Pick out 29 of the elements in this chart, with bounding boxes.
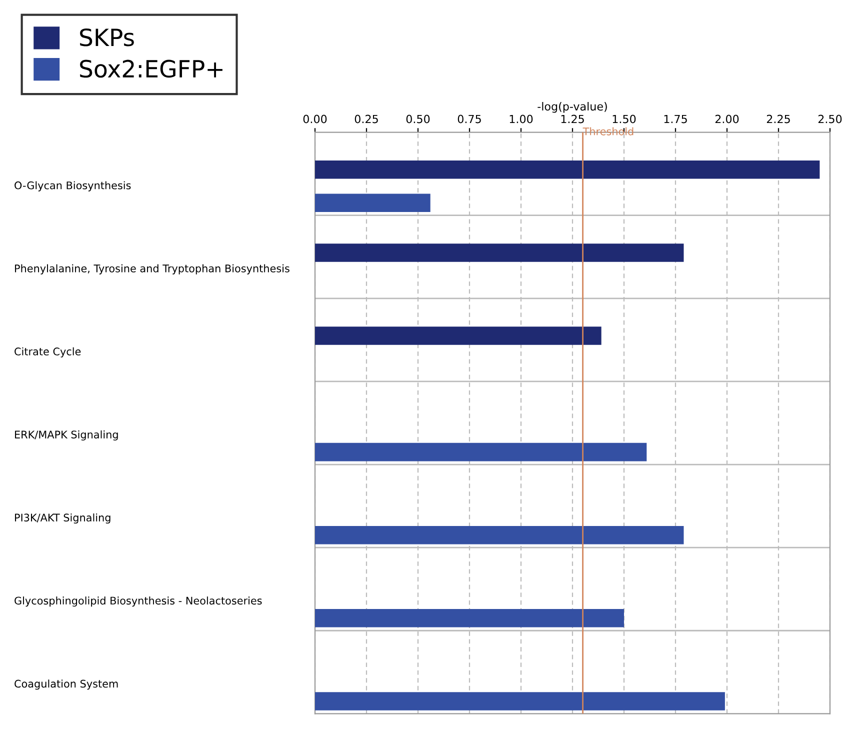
x-tick-label: 2.00 — [715, 114, 739, 124]
y-tick-label: Citrate Cycle — [14, 347, 81, 358]
legend-label: Sox2:EGFP+ — [80, 60, 222, 78]
bar — [315, 526, 684, 544]
bar — [315, 194, 430, 212]
legend-label: SKPs — [80, 28, 134, 46]
y-tick-label: PI3K/AKT Signaling — [15, 513, 110, 524]
x-tick-label: 0.00 — [303, 114, 327, 124]
x-tick-label: 0.75 — [458, 114, 481, 124]
bar — [315, 692, 725, 710]
x-tick-label: 1.00 — [510, 114, 533, 124]
bar — [315, 442, 647, 462]
x-tick-label: 1.75 — [664, 114, 687, 124]
y-tick-label: O-Glycan Biosynthesis — [14, 181, 131, 192]
bar — [315, 244, 684, 262]
y-tick-label: Glycosphingolipid Biosynthesis - Neolactoseries — [14, 596, 262, 607]
bar — [315, 160, 820, 179]
x-tick-label: 2.50 — [818, 114, 842, 124]
y-tick-label: Phenylalanine, Tyrosine and Tryptophan Biosynthesis — [15, 264, 290, 274]
y-tick-label: ERK/MAPK Signaling — [15, 430, 118, 440]
x-tick-label: 1.25 — [561, 114, 584, 124]
y-tick-label: Coagulation System — [14, 680, 118, 690]
x-tick-label: 0.25 — [354, 114, 378, 124]
x-tick-label: 2.25 — [766, 114, 790, 124]
x-axis-title: -log(p-value) — [538, 102, 607, 113]
x-tick-label: 1.50 — [612, 114, 636, 124]
bar — [315, 609, 624, 628]
x-tick-label: 0.50 — [406, 114, 430, 124]
bar — [315, 326, 602, 345]
